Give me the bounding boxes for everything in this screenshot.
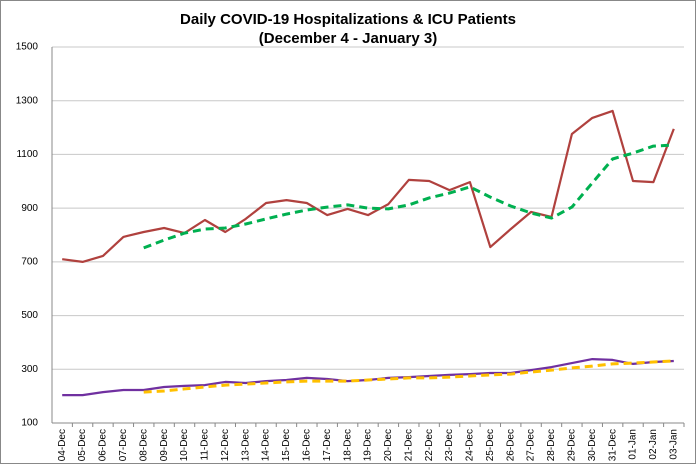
y-tick-label: 700 bbox=[21, 256, 38, 267]
x-tick-label: 29-Dec bbox=[567, 429, 578, 461]
series-line bbox=[62, 109, 675, 263]
x-tick-label: 08-Dec bbox=[138, 429, 149, 461]
y-tick-label: 1100 bbox=[16, 149, 38, 160]
y-tick-label: 900 bbox=[21, 203, 38, 214]
x-tick-label: 21-Dec bbox=[403, 429, 414, 461]
x-tick-label: 30-Dec bbox=[587, 429, 598, 461]
x-tick-label: 14-Dec bbox=[261, 429, 272, 461]
x-tick-label: 09-Dec bbox=[159, 429, 170, 461]
x-tick-label: 12-Dec bbox=[220, 429, 231, 461]
y-tick-label: 1300 bbox=[16, 95, 39, 106]
x-tick-label: 02-Jan bbox=[648, 429, 659, 460]
chart-subtitle: (December 4 - January 3) bbox=[259, 30, 437, 47]
x-tick-label: 24-Dec bbox=[465, 429, 476, 461]
y-tick-label: 300 bbox=[21, 364, 38, 375]
series-line bbox=[143, 359, 674, 394]
x-tick-label: 31-Dec bbox=[607, 429, 618, 461]
x-tick-label: 04-Dec bbox=[57, 429, 68, 461]
x-tick-label: 20-Dec bbox=[383, 429, 394, 461]
x-tick-label: 15-Dec bbox=[281, 429, 292, 461]
x-tick-label: 16-Dec bbox=[301, 429, 312, 461]
x-tick-label: 05-Dec bbox=[77, 429, 88, 461]
x-tick-label: 06-Dec bbox=[98, 429, 109, 461]
x-tick-label: 11-Dec bbox=[200, 429, 211, 461]
x-tick-label: 23-Dec bbox=[444, 429, 455, 461]
x-tick-label: 27-Dec bbox=[526, 429, 537, 461]
y-tick-label: 1500 bbox=[16, 42, 39, 53]
series-line bbox=[143, 143, 674, 250]
x-tick-label: 07-Dec bbox=[118, 429, 129, 461]
y-tick-label: 100 bbox=[21, 418, 38, 429]
x-tick-label: 10-Dec bbox=[179, 429, 190, 461]
chart-title: Daily COVID-19 Hospitalizations & ICU Pa… bbox=[180, 11, 516, 28]
x-tick-label: 19-Dec bbox=[363, 429, 374, 461]
x-tick-label: 22-Dec bbox=[424, 429, 435, 461]
x-tick-label: 13-Dec bbox=[240, 429, 251, 461]
y-tick-label: 500 bbox=[21, 310, 38, 321]
x-tick-label: 28-Dec bbox=[546, 429, 557, 461]
x-tick-label: 25-Dec bbox=[485, 429, 496, 461]
x-tick-label: 18-Dec bbox=[342, 429, 353, 461]
x-tick-label: 17-Dec bbox=[322, 429, 333, 461]
x-tick-label: 01-Jan bbox=[628, 429, 639, 460]
x-tick-label: 26-Dec bbox=[505, 429, 516, 461]
x-tick-label: 03-Jan bbox=[668, 429, 679, 460]
